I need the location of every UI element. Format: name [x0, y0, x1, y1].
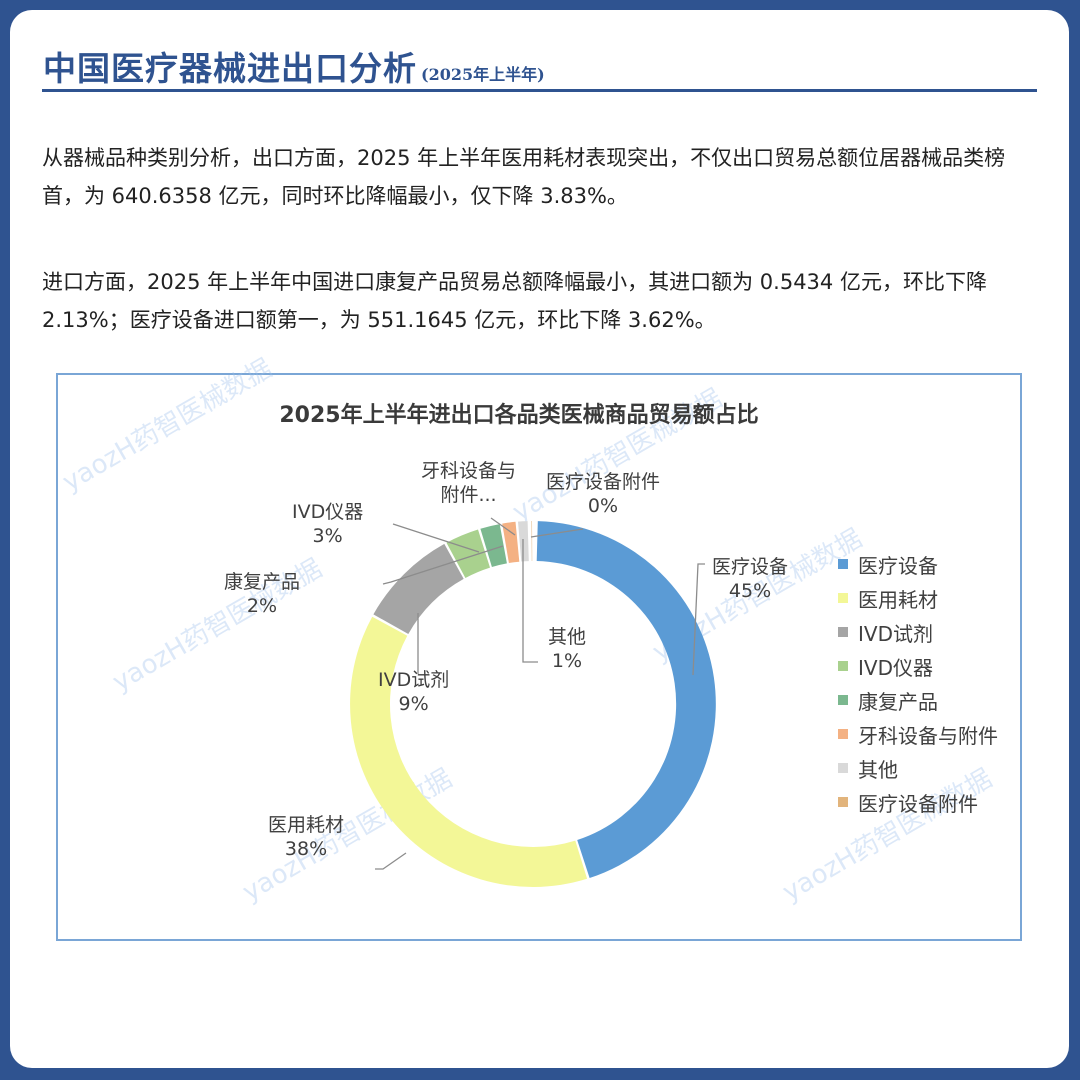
legend-item-dental[interactable]: 牙科设备与附件: [838, 717, 998, 751]
legend-item-consumables[interactable]: 医用耗材: [838, 581, 998, 615]
import-paragraph: 进口方面，2025 年上半年中国进口康复产品贸易总额降幅最小，其进口额为 0.5…: [42, 270, 987, 332]
label-name: 牙科设备与: [421, 460, 517, 482]
segment-rehab[interactable]: [480, 524, 507, 567]
label-name: 医疗设备附件: [546, 471, 661, 493]
label-ivd-reagent: IVD试剂 9%: [378, 668, 449, 716]
label-name: 附件...: [440, 484, 497, 506]
label-value: 0%: [587, 495, 619, 517]
legend-swatch: [838, 593, 848, 603]
legend-item-accessory[interactable]: 医疗设备附件: [838, 785, 998, 819]
leader-accessory: [530, 528, 584, 538]
label-dental: 牙科设备与 附件...: [421, 459, 516, 507]
label-name: 康复产品: [224, 571, 301, 593]
label-medical-equipment: 医疗设备 45%: [712, 555, 788, 603]
leader-consumables: [375, 852, 407, 870]
donut-svg: [350, 517, 716, 887]
legend-swatch: [838, 797, 848, 807]
legend-label: 康复产品: [858, 689, 938, 714]
legend-item-medical-equipment[interactable]: 医疗设备: [838, 547, 998, 581]
leader-med-equip: [692, 563, 705, 676]
donut-chart: yaozH药智医械数据 yaozH药智医械数据 yaozH药智医械数据 yaoz…: [56, 354, 1022, 941]
segment-ivd-instrument[interactable]: [446, 529, 491, 579]
label-value: 2%: [246, 595, 278, 617]
label-value: 9%: [398, 693, 429, 715]
leader-other: [522, 539, 538, 663]
segment-dental[interactable]: [502, 521, 520, 563]
legend-label: 医疗设备: [858, 553, 938, 578]
segment-consumables[interactable]: [350, 616, 588, 887]
chart-title: 2025年上半年进出口各品类医械商品贸易额占比: [279, 403, 759, 428]
label-name: 其他: [548, 626, 587, 648]
legend-item-ivd-reagent[interactable]: IVD试剂: [838, 615, 998, 649]
legend-item-other[interactable]: 其他: [838, 751, 998, 785]
title-period: (2025年上半年): [421, 65, 545, 84]
legend-swatch: [838, 627, 848, 637]
label-name: IVD试剂: [378, 669, 450, 691]
label-accessory: 医疗设备附件 0%: [546, 470, 660, 518]
label-value: 38%: [284, 838, 328, 860]
label-name: 医疗设备: [712, 556, 789, 578]
legend-label: IVD试剂: [858, 621, 933, 646]
chart-legend: 医疗设备 医用耗材 IVD试剂 IVD仪器 康复产品 牙科设备与附件 其他 医: [838, 547, 998, 819]
legend-swatch: [838, 695, 848, 705]
title-divider: [42, 89, 1037, 92]
export-paragraph: 从器械品种类别分析，出口方面，2025 年上半年医用耗材表现突出，不仅出口贸易总…: [42, 146, 1006, 208]
legend-label: 其他: [858, 757, 898, 782]
segment-medical-equipment[interactable]: [536, 521, 716, 878]
label-value: 1%: [551, 650, 583, 672]
label-name: IVD仪器: [292, 501, 364, 523]
legend-swatch: [838, 661, 848, 671]
legend-swatch: [838, 729, 848, 739]
label-value: 3%: [312, 525, 343, 547]
legend-label: 牙科设备与附件: [858, 723, 998, 748]
legend-label: IVD仪器: [858, 655, 933, 680]
legend-item-rehab[interactable]: 康复产品: [838, 683, 998, 717]
label-ivd-instrument: IVD仪器 3%: [292, 500, 363, 548]
legend-swatch: [838, 559, 848, 569]
leader-ivd-instr: [392, 523, 480, 553]
legend-item-ivd-instrument[interactable]: IVD仪器: [838, 649, 998, 683]
title-main: 中国医疗器械进出口分析: [43, 49, 417, 88]
page-title: 中国医疗器械进出口分析 (2025年上半年): [43, 42, 545, 90]
label-rehab: 康复产品 2%: [224, 570, 300, 618]
leader-rehab: [382, 545, 504, 585]
label-other: 其他 1%: [548, 625, 586, 673]
legend-label: 医用耗材: [858, 587, 938, 612]
legend-label: 医疗设备附件: [858, 791, 978, 816]
leader-dental: [490, 517, 516, 536]
legend-swatch: [838, 763, 848, 773]
label-value: 45%: [728, 580, 772, 602]
label-name: 医用耗材: [268, 814, 345, 836]
label-consumables: 医用耗材 38%: [268, 813, 344, 861]
segment-accessory[interactable]: [531, 521, 533, 561]
